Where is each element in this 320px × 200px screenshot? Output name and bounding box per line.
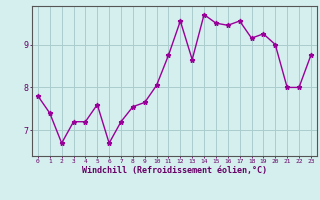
- X-axis label: Windchill (Refroidissement éolien,°C): Windchill (Refroidissement éolien,°C): [82, 166, 267, 175]
